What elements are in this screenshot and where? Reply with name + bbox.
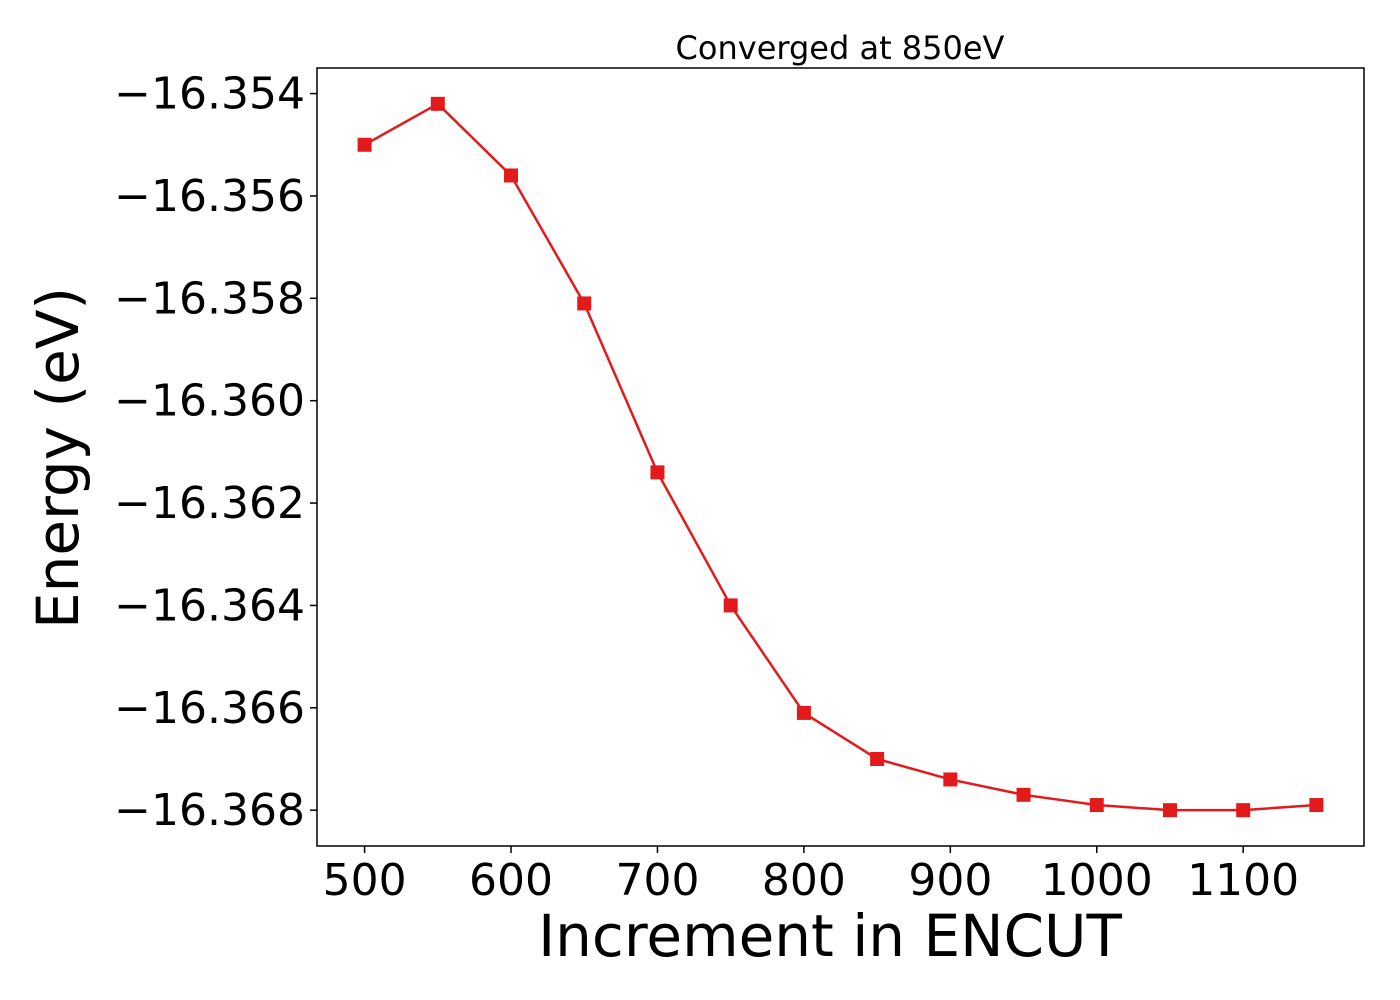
series-line (363, 102, 1317, 812)
y-tick-label: −16.356 (114, 171, 305, 222)
data-point-marker (1016, 787, 1031, 802)
data-point-marker (430, 96, 445, 111)
y-tick-label: −16.366 (114, 683, 305, 734)
x-tick-label: 900 (908, 855, 992, 906)
x-tick-label: 600 (469, 855, 553, 906)
y-tick-label: −16.368 (114, 785, 305, 836)
data-point-marker (577, 296, 592, 311)
x-tick-label: 500 (323, 855, 407, 906)
y-axis-label: Energy (eV) (24, 287, 92, 629)
y-tick-label: −16.354 (114, 69, 305, 120)
chart-title: Converged at 850eV (676, 29, 1005, 67)
data-point-marker (796, 705, 811, 720)
data-point-marker (1309, 798, 1324, 813)
data-point-marker (1162, 803, 1177, 818)
y-tick-label: −16.362 (114, 478, 305, 529)
data-point-marker (1236, 803, 1251, 818)
data-point-marker (357, 137, 372, 152)
data-point-marker (870, 751, 885, 766)
x-tick-label: 700 (615, 855, 699, 906)
x-tick-label: 800 (762, 855, 846, 906)
plot-area: 500 600 700 800 900 1000 1100 −16.354 −16.356 −16… (114, 67, 1365, 906)
data-point-marker (1089, 798, 1104, 813)
data-point-marker (723, 598, 738, 613)
axes-frame (316, 67, 1365, 847)
x-tick-label: 1000 (1041, 855, 1153, 906)
x-axis-label: Increment in ENCUT (538, 902, 1122, 970)
y-tick-label: −16.364 (114, 580, 305, 631)
data-point-marker (943, 772, 958, 787)
y-tick-label: −16.360 (114, 376, 305, 427)
y-tick-label: −16.358 (114, 273, 305, 324)
data-point-marker (650, 465, 665, 480)
x-tick-label: 1100 (1187, 855, 1299, 906)
data-point-marker (504, 168, 519, 183)
